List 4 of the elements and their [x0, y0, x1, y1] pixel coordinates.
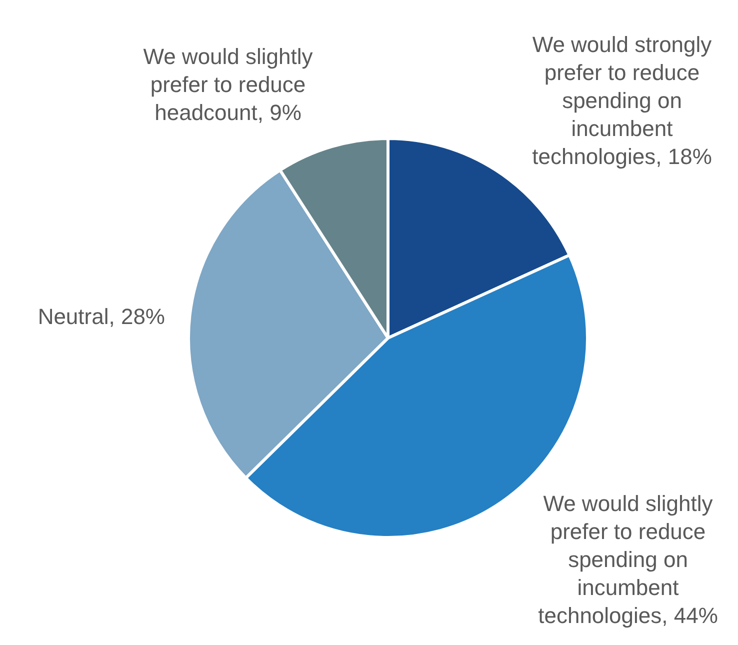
slice-label: We would strongly prefer to reduce spending on incumbent technologies, 18%	[532, 32, 712, 170]
slice-label: We would slightly prefer to reduce spending on incumbent technologies, 44%	[538, 491, 718, 628]
slice-label: We would slightly prefer to reduce headcount, 9%	[143, 44, 313, 126]
slice-label: Neutral, 28%	[38, 304, 165, 330]
